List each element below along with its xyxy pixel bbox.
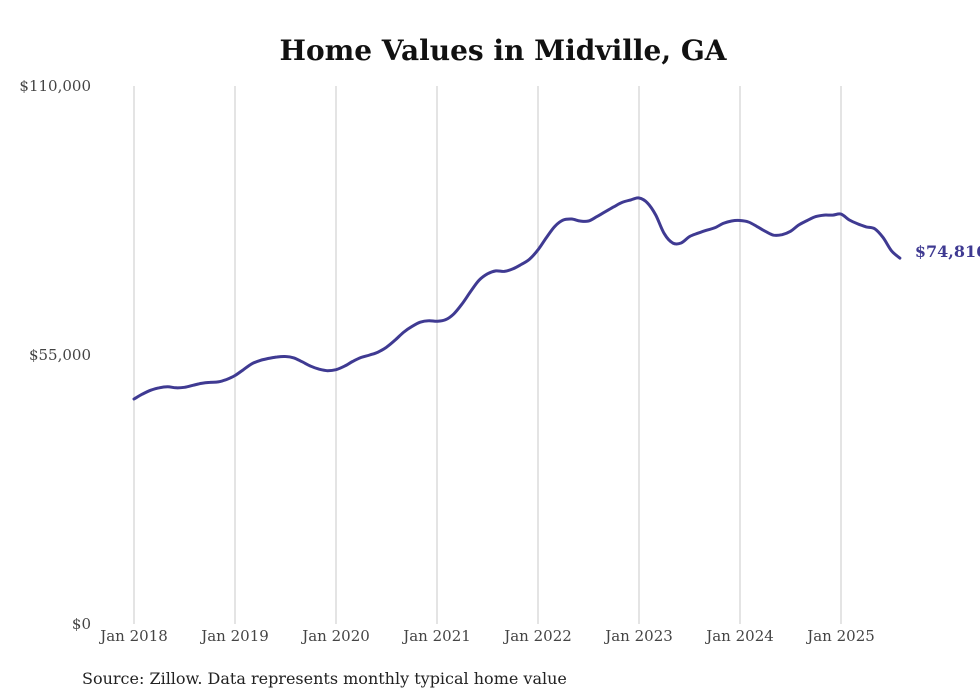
latest-value-label: $74,816 [915,242,980,261]
x-tick-label: Jan 2021 [401,627,471,645]
x-gridlines [133,86,842,624]
x-tick-label: Jan 2025 [805,627,875,645]
y-axis-labels: $0 $55,000 $110,000 [19,77,91,633]
x-tick-label: Jan 2019 [199,627,269,645]
x-tick-label: Jan 2020 [300,627,370,645]
home-value-line [132,196,902,401]
chart-title: Home Values in Midville, GA [279,34,727,67]
x-tick-label: Jan 2024 [704,627,774,645]
x-tick-label: Jan 2018 [98,627,168,645]
x-tick-label: Jan 2023 [603,627,673,645]
source-note: Source: Zillow. Data represents monthly … [82,669,567,688]
x-axis-labels: Jan 2018 Jan 2019 Jan 2020 Jan 2021 Jan 2022… [98,627,875,645]
x-tick-label: Jan 2022 [502,627,572,645]
y-tick-label: $55,000 [29,346,91,364]
y-tick-label: $0 [72,615,91,633]
y-tick-label: $110,000 [19,77,91,95]
